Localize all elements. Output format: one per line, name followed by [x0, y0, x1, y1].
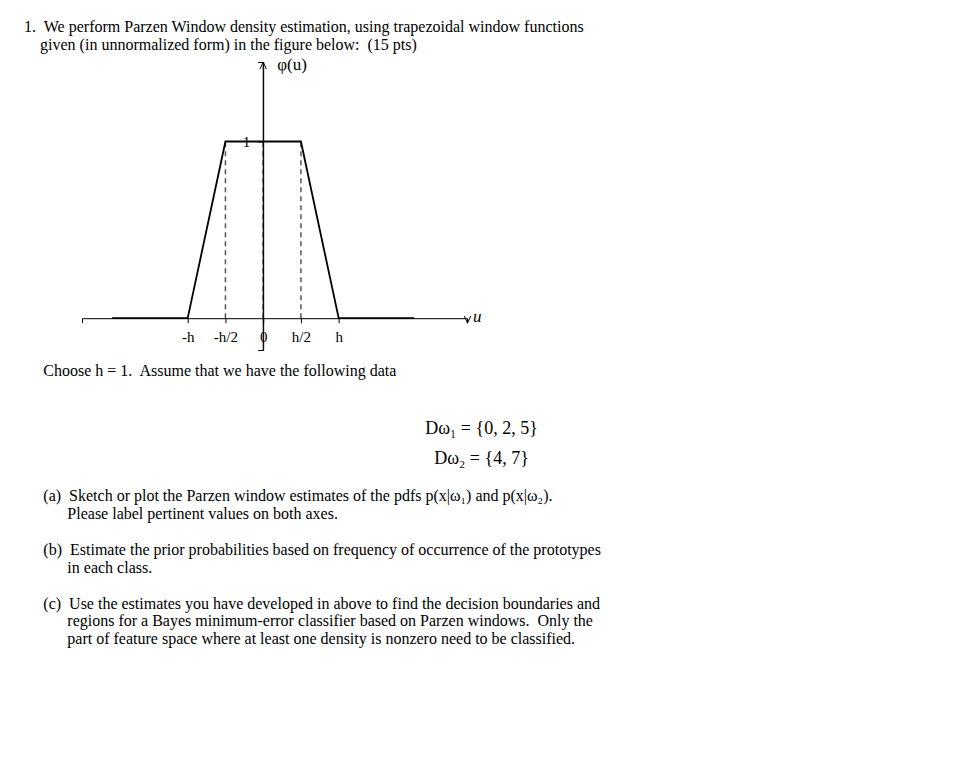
annotation: (b) Estimate the prior probabilities bas… [43, 541, 601, 559]
x-tick-label: -h [182, 329, 195, 345]
y-axis-label: φ(u) [277, 55, 307, 74]
x-tick-label: h [335, 329, 343, 345]
y-tick: 1 [243, 134, 264, 150]
annotation: in each class. [43, 559, 152, 576]
x-tick: -h [182, 318, 195, 345]
annotation: given (in unnormalized form) in the figu… [24, 36, 417, 54]
x-tick: h [335, 318, 343, 345]
annotation: 1. We perform Parzen Window density esti… [24, 18, 584, 36]
y-tick-label: 1 [243, 134, 251, 150]
dashed-line [300, 142, 302, 319]
x-tick: -h/2 [214, 318, 238, 345]
x-axis-line [83, 319, 468, 324]
y-tick-mark [258, 142, 263, 143]
x-tick-label: -h/2 [214, 329, 238, 345]
x-tick-mark [188, 318, 189, 323]
y-axis: 1 [243, 62, 264, 351]
annotation: Dω₁ = {0, 2, 5} [425, 418, 538, 438]
y-axis-arrow [263, 62, 264, 350]
annotation: (a) Sketch or plot the Parzen window est… [43, 487, 552, 505]
annotation: Please label pertinent values on both ax… [43, 505, 338, 523]
figure: -h-h/20h/2h1uφ(u)1. We perform Parzen Wi… [0, 0, 963, 769]
x-tick-label: h/2 [292, 329, 311, 345]
x-axis-label: u [473, 307, 482, 326]
dashed-line [225, 142, 227, 319]
annotation: part of feature space where at least one… [43, 630, 575, 648]
annotation: regions for a Bayes minimum-error classi… [43, 612, 593, 630]
x-tick: h/2 [292, 318, 311, 345]
x-tick-mark [339, 318, 340, 323]
x-tick-mark [301, 318, 302, 323]
y-axis-line [258, 63, 264, 351]
x-axis: -h-h/20h/2h [83, 318, 468, 345]
annotation: (c) Use the estimates you have developed… [43, 595, 600, 613]
annotation: Choose h = 1. Assume that we have the fo… [43, 362, 396, 380]
annotation: Dω₂ = {4, 7} [434, 448, 529, 468]
x-tick-mark [225, 318, 226, 323]
